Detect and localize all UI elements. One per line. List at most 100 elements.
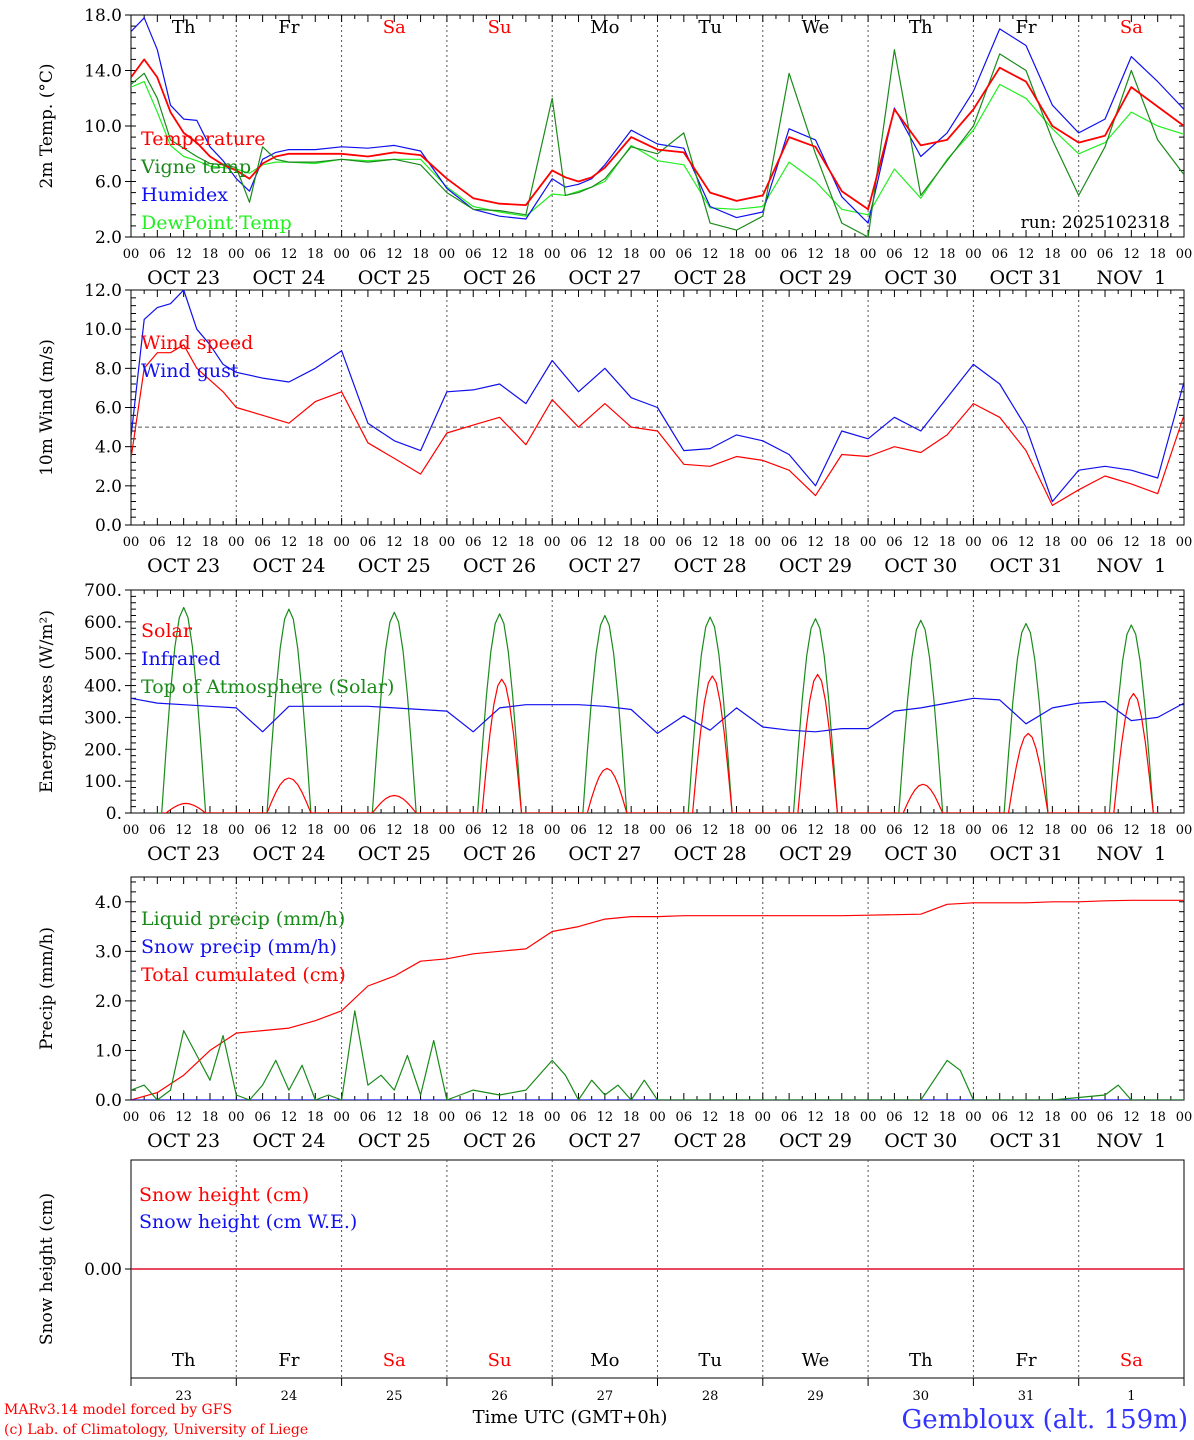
hour-tick-label: 12 <box>386 247 403 262</box>
hour-tick-label: 18 <box>623 1110 640 1125</box>
legend-entry: Solar <box>141 620 193 642</box>
date-label: OCT 24 <box>252 555 325 577</box>
date-label: NOV 1 <box>1096 843 1166 865</box>
hour-tick-label: 12 <box>386 535 403 550</box>
hour-tick-label: 18 <box>939 823 956 838</box>
hour-tick-label: 18 <box>202 535 219 550</box>
hour-tick-label: 06 <box>360 535 377 550</box>
weekday-label: Tu <box>698 17 722 38</box>
hour-tick-label: 12 <box>175 823 192 838</box>
date-label: OCT 30 <box>884 1130 957 1152</box>
hour-tick-label: 06 <box>570 247 587 262</box>
hour-tick-label: 12 <box>491 823 508 838</box>
hour-tick-label: 06 <box>1097 1110 1114 1125</box>
hour-tick-label: 18 <box>307 823 324 838</box>
y-tick-label: 0.00 <box>84 1260 122 1280</box>
hour-tick-label: 00 <box>544 247 561 262</box>
weekday-label: Th <box>172 17 196 38</box>
y-tick-label: 100. <box>84 772 122 792</box>
hour-tick-label: 12 <box>702 247 719 262</box>
y-tick-label: 0.0 <box>95 516 122 536</box>
date-label: OCT 24 <box>252 1130 325 1152</box>
y-tick-label: 6.0 <box>95 173 122 193</box>
hour-tick-label: 00 <box>1070 1110 1087 1125</box>
hour-tick-label: 00 <box>1176 1110 1193 1125</box>
y-tick-label: 700. <box>84 581 122 601</box>
series-line-top-of-atmosphere-solar- <box>157 606 1158 813</box>
hour-tick-label: 00 <box>755 535 772 550</box>
hour-tick-label: 06 <box>149 823 166 838</box>
date-label: NOV 1 <box>1096 1130 1166 1152</box>
hour-tick-label: 06 <box>149 535 166 550</box>
hour-tick-label: 12 <box>1123 823 1140 838</box>
hour-tick-label: 00 <box>228 247 245 262</box>
hour-tick-label: 18 <box>834 823 851 838</box>
hour-tick-label: 12 <box>175 535 192 550</box>
hour-tick-label: 12 <box>491 247 508 262</box>
hour-tick-label: 00 <box>439 823 456 838</box>
hour-tick-label: 12 <box>1018 247 1035 262</box>
weekday-label: Fr <box>1016 17 1037 38</box>
y-tick-label: 0. <box>106 804 122 824</box>
legend-entry: Total cumulated (cm) <box>141 964 346 986</box>
weekday-label: We <box>802 17 830 38</box>
hour-tick-label: 00 <box>333 823 350 838</box>
chart-wind: 12.0 10.0 8.0 6.0 4.0 2.0 0.0 10m Wind (m/s) 00 0… <box>37 281 1192 577</box>
model-credit: MARv3.14 model forced by GFS <box>4 1402 232 1418</box>
weekday-label: Th <box>909 1350 933 1371</box>
location-label: Gembloux (alt. 159m) <box>902 1405 1188 1435</box>
legend-entry: Humidex <box>141 184 228 206</box>
y-tick-label: 2.0 <box>95 477 122 497</box>
hour-tick-label: 18 <box>202 823 219 838</box>
chart-temp: 18.0 14.0 10.0 6.0 2.0 2m Temp. (°C) Th Fr Sa Su M… <box>37 6 1192 289</box>
series-line-liquid-precip-mm-h- <box>131 1010 1184 1100</box>
hour-tick-label: 06 <box>465 247 482 262</box>
hour-tick-label: 12 <box>1123 1110 1140 1125</box>
hour-tick-label: 18 <box>1149 535 1166 550</box>
hour-tick-label: 00 <box>228 535 245 550</box>
hour-tick-label: 12 <box>597 1110 614 1125</box>
hour-tick-label: 00 <box>1070 247 1087 262</box>
hour-tick-label: 18 <box>202 1110 219 1125</box>
hour-tick-label: 00 <box>544 1110 561 1125</box>
hour-tick-label: 06 <box>991 247 1008 262</box>
date-label: OCT 25 <box>358 843 431 865</box>
hour-tick-label: 12 <box>1018 823 1035 838</box>
hour-tick-label: 18 <box>412 823 429 838</box>
hour-tick-label: 00 <box>544 535 561 550</box>
hour-tick-label: 06 <box>360 247 377 262</box>
hour-tick-label: 18 <box>1149 1110 1166 1125</box>
series-line-temperature <box>131 58 1184 211</box>
hour-tick-label: 06 <box>570 1110 587 1125</box>
legend-entry: Top of Atmosphere (Solar) <box>141 676 394 698</box>
weekday-label: We <box>802 1350 830 1371</box>
series-line-wind-speed <box>131 344 1184 506</box>
y-tick-label: 2.0 <box>95 228 122 248</box>
day-number-label: 23 <box>175 1389 192 1404</box>
hour-tick-label: 00 <box>649 535 666 550</box>
date-label: OCT 29 <box>779 267 852 289</box>
hour-tick-label: 18 <box>623 823 640 838</box>
legend-entry: Wind gust <box>141 360 239 382</box>
hour-tick-label: 18 <box>939 1110 956 1125</box>
hour-tick-label: 06 <box>781 535 798 550</box>
y-tick-label: 4.0 <box>95 893 122 913</box>
hour-tick-label: 18 <box>939 247 956 262</box>
date-label: NOV 1 <box>1096 267 1166 289</box>
hour-tick-label: 00 <box>123 1110 140 1125</box>
hour-tick-label: 12 <box>175 247 192 262</box>
hour-tick-label: 18 <box>728 247 745 262</box>
hour-tick-label: 00 <box>649 823 666 838</box>
hour-tick-label: 18 <box>412 1110 429 1125</box>
series-line-total-cumulated-cm- <box>131 899 1184 1100</box>
time-axis-label: Time UTC (GMT+0h) <box>473 1407 668 1428</box>
hour-tick-label: 12 <box>1018 1110 1035 1125</box>
hour-tick-label: 06 <box>149 247 166 262</box>
day-number-label: 31 <box>1018 1389 1035 1404</box>
hour-tick-label: 12 <box>1018 535 1035 550</box>
hour-tick-label: 00 <box>755 1110 772 1125</box>
hour-tick-label: 06 <box>676 1110 693 1125</box>
hour-tick-label: 00 <box>123 535 140 550</box>
hour-tick-label: 06 <box>1097 535 1114 550</box>
